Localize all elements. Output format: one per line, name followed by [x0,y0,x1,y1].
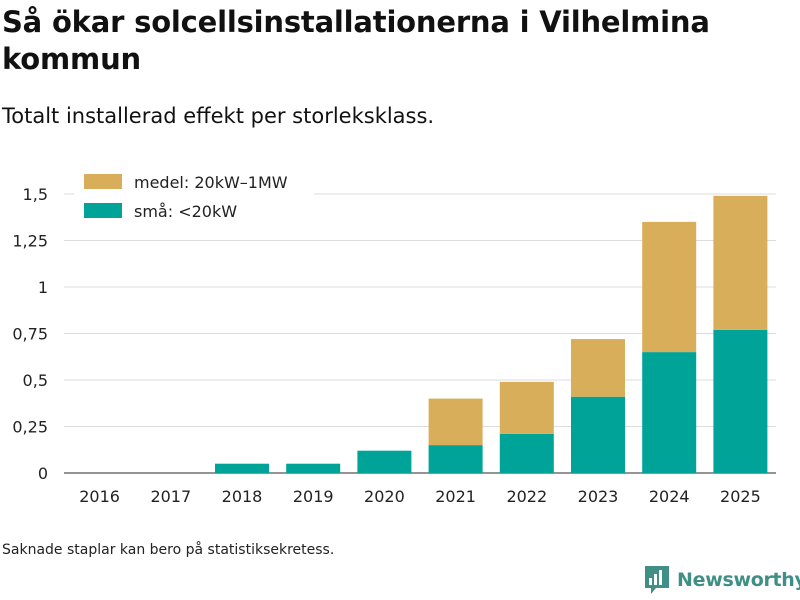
bars [215,195,768,473]
x-tick-label: 2024 [649,487,690,506]
y-tick-label: 1 [38,278,48,297]
bar-segment [215,463,269,473]
legend: medel: 20kW–1MW små: <20kW [74,166,314,228]
bar-segment [713,329,768,473]
y-tick-label: 0,75 [12,325,48,344]
x-tick-label: 2021 [435,487,476,506]
legend-swatch [84,203,122,218]
y-tick-label: 0,25 [12,418,48,437]
bar-segment [499,381,554,434]
legend-label: medel: 20kW–1MW [134,173,288,192]
y-axis-ticks: 0 0,25 0,5 0,75 1 1,25 1,5 [12,185,48,483]
newsworthy-logo: Newsworthy [645,566,800,594]
y-tick-label: 0,5 [23,371,48,390]
footnote: Saknade staplar kan bero på statistiksek… [2,542,335,558]
bar-segment [571,396,625,473]
bar-segment [713,195,768,330]
y-tick-label: 0 [38,464,48,483]
newsworthy-logo-icon [645,566,669,594]
y-tick-label: 1,25 [12,232,48,251]
x-tick-label: 2025 [720,487,761,506]
legend-label: små: <20kW [134,202,237,221]
x-tick-label: 2018 [222,487,263,506]
x-tick-label: 2019 [293,487,334,506]
x-tick-label: 2022 [506,487,547,506]
chart-title: Så ökar solcellsinstallationerna i Vilhe… [2,5,710,76]
bar-segment [357,450,412,473]
y-tick-label: 1,5 [23,185,48,204]
bar-segment [642,352,697,473]
bar-segment [642,221,697,353]
bar-segment [286,463,341,473]
bar-segment [571,339,625,397]
chart-subtitle: Totalt installerad effekt per storlekskl… [2,104,435,128]
x-axis-ticks: 2016 2017 2018 2019 2020 2021 2022 2023 2024 2025 [79,487,761,506]
newsworthy-logo-text: Newsworthy [677,569,800,591]
x-tick-label: 2023 [578,487,619,506]
legend-swatch [84,174,122,189]
x-tick-label: 2016 [79,487,120,506]
stacked-bar-chart: 0 0,25 0,5 0,75 1 1,25 1,5 2016 2017 2018 2019 202… [12,166,776,506]
bar-segment [428,445,483,473]
x-tick-label: 2020 [364,487,405,506]
bar-segment [499,433,554,473]
x-tick-label: 2017 [150,487,191,506]
bar-segment [428,398,483,446]
